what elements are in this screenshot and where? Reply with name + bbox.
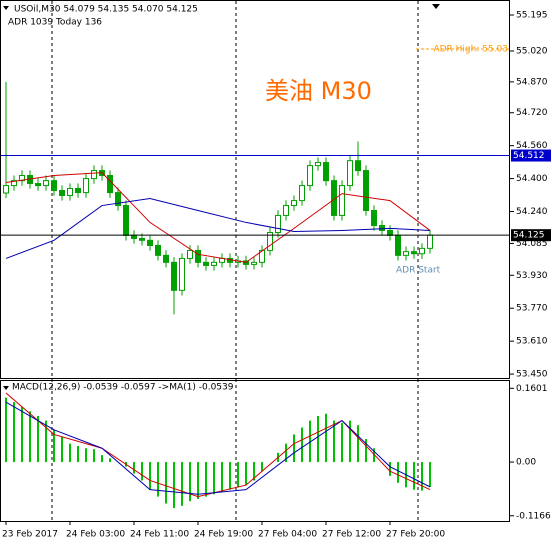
x-tick-label: 24 Feb 03:00 <box>66 530 125 540</box>
adr-high-label: ADR High: 55.03 <box>433 44 508 54</box>
y-tick-label: 53.930 <box>516 271 548 281</box>
y-tick-label: 53.450 <box>516 370 548 380</box>
candle-body <box>379 225 385 231</box>
chart-title: 美油 M30 <box>265 77 372 105</box>
candle-body <box>299 185 305 202</box>
x-tick-label: 27 Feb 04:00 <box>258 530 317 540</box>
candle-body <box>51 180 57 192</box>
menu-icon[interactable] <box>3 6 9 10</box>
candle-body <box>339 185 345 216</box>
candle-body <box>395 234 401 256</box>
macd-label: MACD(12,26,9) -0.0539 -0.0597 ->MA(1) -0… <box>12 383 234 393</box>
y-tick-label: 53.770 <box>516 304 548 314</box>
level-label: 54.125 <box>513 231 545 241</box>
candle-body <box>323 162 329 182</box>
candle-body <box>387 229 393 236</box>
y-tick-label: 53.610 <box>516 337 548 347</box>
candle-body <box>35 183 41 187</box>
candle-body <box>267 232 273 251</box>
ma-line <box>5 198 431 259</box>
candle-body <box>83 178 89 194</box>
x-tick-label: 27 Feb 12:00 <box>322 530 381 540</box>
candle-body <box>211 261 217 266</box>
ma-line <box>5 401 431 495</box>
y-tick-label: 54.085 <box>516 239 548 249</box>
candle-body <box>59 190 65 196</box>
ma-line <box>5 172 431 263</box>
ma-line <box>5 392 431 498</box>
candle-body <box>347 160 353 187</box>
candle-body <box>179 257 185 291</box>
candle-body <box>283 205 289 216</box>
header: USOil,M30 54.079 54.135 54.070 54.125 <box>14 5 198 15</box>
y-tick-label: 0.00 <box>516 458 536 468</box>
candle-body <box>163 254 169 263</box>
candle-body <box>75 187 81 194</box>
x-tick-label: 24 Feb 11:00 <box>130 530 189 540</box>
y-tick-label: 54.240 <box>516 207 548 217</box>
candle-body <box>355 160 361 172</box>
candle-body <box>155 244 161 256</box>
candle-body <box>275 214 281 234</box>
x-tick-label: 23 Feb 2017 <box>2 530 58 540</box>
candle-body <box>371 209 377 227</box>
candle-body <box>419 247 425 255</box>
candle-body <box>291 200 297 207</box>
candle-body <box>115 192 121 207</box>
level-tag <box>511 229 551 242</box>
y-tick-label: -0.1166 <box>516 511 551 521</box>
candle-body <box>315 162 321 167</box>
shift-marker <box>432 4 440 9</box>
candle-body <box>43 180 49 187</box>
y-tick-label: 54.870 <box>516 77 548 87</box>
candle-body <box>107 175 113 194</box>
candle-body <box>67 187 73 196</box>
candle-body <box>131 234 137 239</box>
macd-frame <box>0 380 510 522</box>
price-frame <box>0 0 510 379</box>
x-tick-label: 24 Feb 19:00 <box>194 530 253 540</box>
level-label: 54.512 <box>513 151 545 161</box>
candle-body <box>123 205 129 236</box>
candle-body <box>363 170 369 211</box>
y-tick-label: 54.720 <box>516 108 548 118</box>
candle-body <box>411 251 417 255</box>
candle-body <box>147 239 153 246</box>
candle-body <box>403 251 409 256</box>
candle-body <box>203 261 209 266</box>
y-tick-label: 54.560 <box>516 141 548 151</box>
subheader: ADR 1039 Today 136 <box>8 18 102 28</box>
candle-body <box>427 234 433 249</box>
level-tag <box>511 149 551 162</box>
adr-start-label: ADR Start <box>396 266 441 276</box>
menu-icon[interactable] <box>3 386 9 390</box>
candle-body <box>3 185 9 194</box>
candle-body <box>195 249 201 263</box>
y-tick-label: 55.020 <box>516 47 548 57</box>
y-tick-label: 54.400 <box>516 174 548 184</box>
candle-body <box>307 165 313 187</box>
candle-body <box>251 261 257 265</box>
candle-body <box>171 261 177 291</box>
y-tick-label: 55.195 <box>516 10 548 20</box>
candle-body <box>259 249 265 263</box>
candle-body <box>91 170 97 180</box>
candle-body <box>11 180 17 187</box>
x-tick-label: 27 Feb 20:00 <box>386 530 445 540</box>
candle-body <box>187 249 193 259</box>
y-tick-label: 0.1601 <box>516 384 548 394</box>
candle-body <box>139 237 145 241</box>
